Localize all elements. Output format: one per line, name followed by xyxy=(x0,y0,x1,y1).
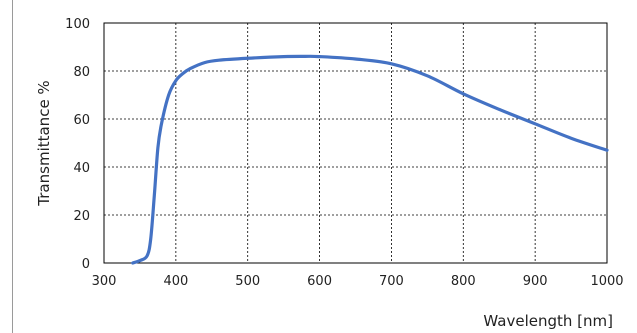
x-tick-label: 800 xyxy=(451,274,476,289)
page-edge-line xyxy=(12,0,13,333)
y-tick-label: 100 xyxy=(65,17,90,32)
tick-labels: 300 400 500 600 700 800 900 1000 0 20 40 60 80 100 xyxy=(65,17,623,289)
y-tick-label: 20 xyxy=(73,209,90,224)
x-tick-label: 700 xyxy=(379,274,404,289)
y-tick-label: 40 xyxy=(73,161,90,176)
y-tick-label: 80 xyxy=(73,65,90,80)
grid-lines xyxy=(104,23,607,263)
x-tick-label: 900 xyxy=(523,274,548,289)
x-axis-label: Wavelength [nm] xyxy=(483,312,613,330)
plot-frame xyxy=(103,22,608,264)
y-tick-label: 60 xyxy=(73,113,90,128)
x-tick-label: 1000 xyxy=(590,274,623,289)
x-tick-label: 600 xyxy=(307,274,332,289)
transmittance-curve xyxy=(131,54,609,265)
y-axis-label: Transmittance % xyxy=(35,80,53,206)
y-tick-label: 0 xyxy=(82,257,90,272)
x-tick-label: 500 xyxy=(235,274,260,289)
x-tick-label: 300 xyxy=(92,274,117,289)
x-tick-label: 400 xyxy=(163,274,188,289)
